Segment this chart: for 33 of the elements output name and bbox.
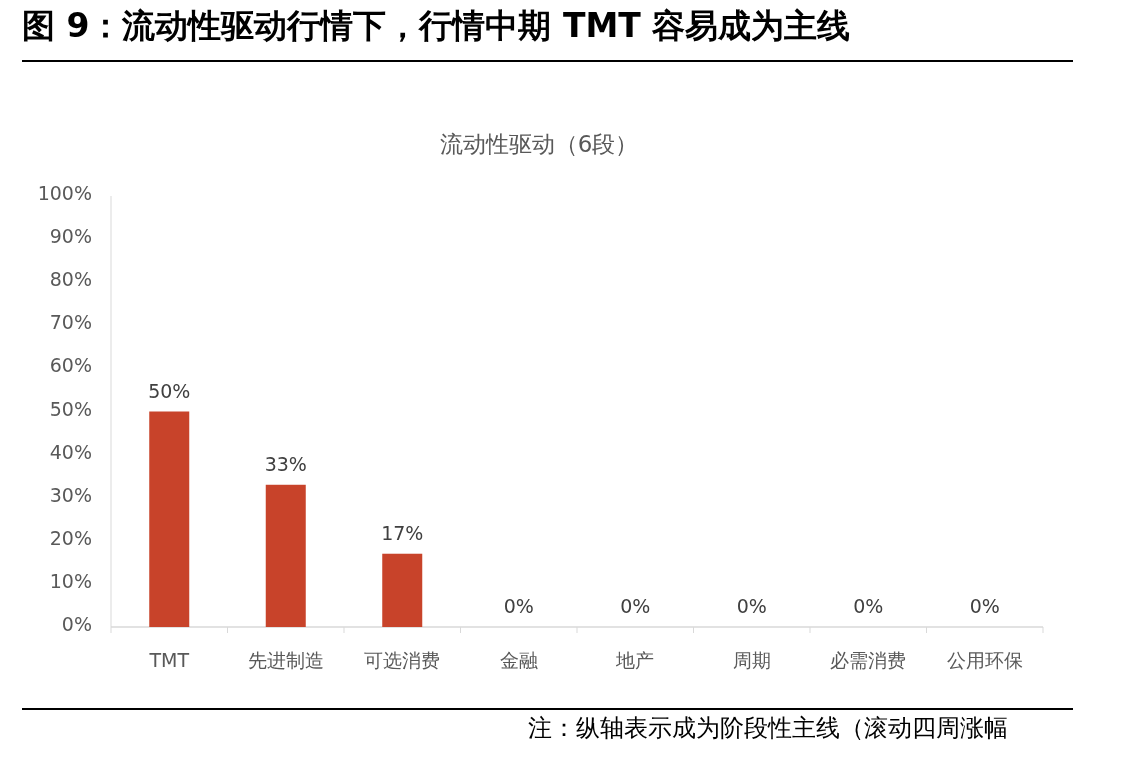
y-tick-label: 40% xyxy=(49,440,92,463)
data-label: 17% xyxy=(381,521,424,544)
x-tick-label: 周期 xyxy=(732,649,771,671)
y-tick-label: 80% xyxy=(49,268,92,291)
text: 注：纵轴表示成为阶段性主线（滚动四周涨幅 xyxy=(528,713,1008,744)
y-tick-label: 100% xyxy=(37,182,92,204)
x-tick-label: 公用环保 xyxy=(946,649,1023,671)
data-label: 33% xyxy=(264,452,307,475)
bar xyxy=(149,411,190,627)
bar xyxy=(265,484,306,627)
chart-title: 图 9：流动性驱动行情下，行情中期 TMT 容易成为主线 xyxy=(22,5,851,47)
data-label: 0% xyxy=(620,595,651,617)
x-tick-label: 先进制造 xyxy=(247,649,324,671)
y-tick-label: 20% xyxy=(49,526,92,549)
x-tick-label: 必需消费 xyxy=(830,649,907,671)
x-tick-label: TMT xyxy=(148,649,190,671)
y-tick-label: 90% xyxy=(49,225,92,248)
x-tick-label: 金融 xyxy=(499,649,538,671)
y-tick-label: 0% xyxy=(61,613,92,635)
y-tick-label: 10% xyxy=(49,569,92,592)
y-tick-label: 60% xyxy=(49,354,92,377)
y-tick-label: 70% xyxy=(49,311,92,334)
data-label: 0% xyxy=(969,595,1000,617)
chart-subtitle: 流动性驱动（6段） xyxy=(439,131,639,157)
data-label: 0% xyxy=(736,595,767,617)
x-tick-label: 可选消费 xyxy=(364,649,441,671)
y-tick-label: 50% xyxy=(49,397,92,420)
bar xyxy=(382,553,423,627)
data-label: 0% xyxy=(503,595,534,617)
y-tick-label: 30% xyxy=(49,483,92,506)
data-label: 0% xyxy=(853,595,884,617)
x-tick-label: 地产 xyxy=(615,649,655,671)
data-label: 50% xyxy=(148,379,191,402)
